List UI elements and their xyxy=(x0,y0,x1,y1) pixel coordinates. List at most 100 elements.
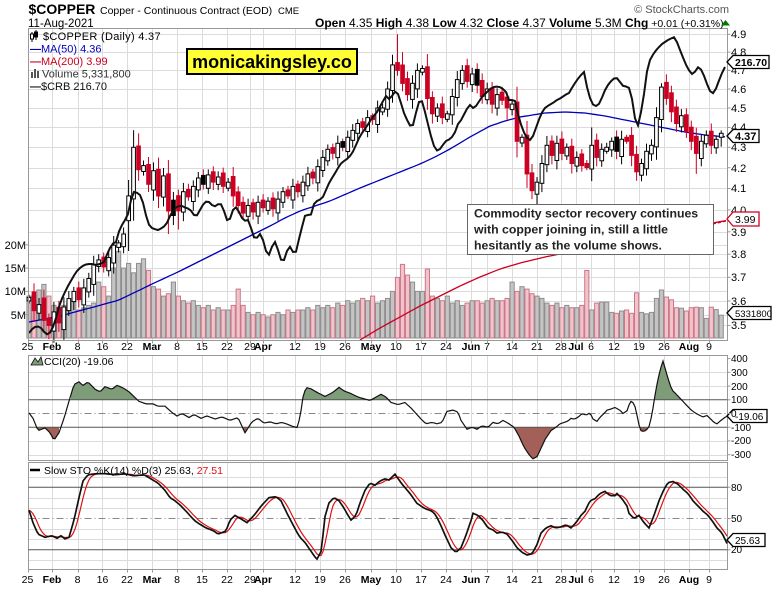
svg-text:25: 25 xyxy=(22,574,34,586)
svg-text:20M: 20M xyxy=(5,240,26,252)
svg-text:22: 22 xyxy=(121,574,133,586)
svg-text:Copper - Continuous Contract (: Copper - Continuous Contract (EOD) xyxy=(100,5,272,17)
svg-text:19: 19 xyxy=(314,341,326,353)
svg-text:29: 29 xyxy=(244,341,256,353)
svg-text:4.37: 4.37 xyxy=(735,131,756,143)
svg-text:15: 15 xyxy=(196,341,208,353)
svg-text:Mar: Mar xyxy=(143,574,162,586)
svg-text:4.1: 4.1 xyxy=(731,183,746,195)
svg-text:12: 12 xyxy=(608,341,620,353)
svg-text:12: 12 xyxy=(608,574,620,586)
svg-text:5331800: 5331800 xyxy=(735,309,772,320)
svg-text:26: 26 xyxy=(658,341,670,353)
svg-text:216.70: 216.70 xyxy=(735,57,767,69)
svg-text:Mar: Mar xyxy=(143,341,162,353)
svg-text:—MA(50) 4.36: —MA(50) 4.36 xyxy=(30,44,102,56)
svg-text:3.5: 3.5 xyxy=(731,320,746,332)
svg-text:12: 12 xyxy=(289,341,301,353)
svg-text:—$CRB 216.70: —$CRB 216.70 xyxy=(30,81,107,93)
svg-text:10: 10 xyxy=(390,574,402,586)
svg-text:26: 26 xyxy=(658,574,670,586)
svg-text:4.5: 4.5 xyxy=(731,103,746,115)
svg-text:Commodity sector recovery cont: Commodity sector recovery continues xyxy=(474,207,698,221)
svg-text:Slow STO %K(14) %D(3) 25.63, 2: Slow STO %K(14) %D(3) 25.63, 27.51 xyxy=(44,465,223,477)
svg-text:-300: -300 xyxy=(731,450,751,461)
svg-text:3.7: 3.7 xyxy=(731,272,746,284)
svg-text:with copper joining in, still: with copper joining in, still a little xyxy=(473,223,668,237)
svg-text:© StockCharts.com: © StockCharts.com xyxy=(634,4,729,16)
svg-text:50: 50 xyxy=(731,514,743,525)
svg-text:Aug: Aug xyxy=(679,341,699,353)
svg-text:22: 22 xyxy=(121,341,133,353)
svg-text:25: 25 xyxy=(22,341,34,353)
svg-text:CCI(20) -19.06: CCI(20) -19.06 xyxy=(44,356,114,368)
svg-text:3.99: 3.99 xyxy=(735,214,756,226)
svg-text:7: 7 xyxy=(484,341,490,353)
svg-text:Jun: Jun xyxy=(462,341,481,353)
svg-text:monicakingsley.co: monicakingsley.co xyxy=(192,52,352,72)
svg-text:8: 8 xyxy=(174,341,180,353)
svg-text:10: 10 xyxy=(390,341,402,353)
svg-text:Aug: Aug xyxy=(679,574,699,586)
svg-text:3.8: 3.8 xyxy=(731,249,746,261)
svg-text:100: 100 xyxy=(731,395,748,406)
svg-text:9: 9 xyxy=(706,341,712,353)
svg-text:8: 8 xyxy=(75,574,81,586)
svg-text:5M: 5M xyxy=(11,310,26,322)
svg-text:14: 14 xyxy=(506,574,518,586)
svg-text:21: 21 xyxy=(531,574,543,586)
svg-text:11-Aug-2021: 11-Aug-2021 xyxy=(28,18,94,30)
svg-text:Feb: Feb xyxy=(43,341,62,353)
svg-text:20: 20 xyxy=(731,545,743,556)
svg-text:10M: 10M xyxy=(5,286,26,298)
svg-text:80: 80 xyxy=(731,483,743,494)
svg-text:Apr: Apr xyxy=(254,341,272,353)
svg-text:—MA(200) 3.99: —MA(200) 3.99 xyxy=(30,56,108,68)
svg-text:-100: -100 xyxy=(731,423,751,434)
svg-text:25.63: 25.63 xyxy=(735,536,760,547)
svg-text:4.3: 4.3 xyxy=(731,142,746,154)
svg-text:$COPPER: $COPPER xyxy=(29,1,96,17)
svg-text:Feb: Feb xyxy=(43,574,62,586)
svg-text:3.9: 3.9 xyxy=(731,227,746,239)
svg-text:26: 26 xyxy=(339,574,351,586)
svg-text:-200: -200 xyxy=(731,436,751,447)
svg-text:Apr: Apr xyxy=(254,574,272,586)
svg-text:Jun: Jun xyxy=(462,574,481,586)
svg-text:4.6: 4.6 xyxy=(731,84,746,96)
svg-text:19: 19 xyxy=(633,574,645,586)
svg-text:$COPPER (Daily) 4.37: $COPPER (Daily) 4.37 xyxy=(43,31,161,43)
svg-text:CME: CME xyxy=(278,6,299,17)
svg-text:9: 9 xyxy=(706,574,712,586)
svg-text:15M: 15M xyxy=(5,263,26,275)
svg-text:24: 24 xyxy=(440,341,452,353)
svg-text:Open 4.35 High 4.38 Low 4.32 C: Open 4.35 High 4.38 Low 4.32 Close 4.37 … xyxy=(315,16,724,30)
svg-text:Jul: Jul xyxy=(568,574,583,586)
svg-text:24: 24 xyxy=(440,574,452,586)
svg-text:hesitantly as the volume shows: hesitantly as the volume shows. xyxy=(474,239,662,253)
svg-text:17: 17 xyxy=(415,341,427,353)
svg-text:16: 16 xyxy=(97,574,109,586)
svg-text:0: 0 xyxy=(731,409,737,420)
svg-text:7: 7 xyxy=(484,574,490,586)
svg-text:4.9: 4.9 xyxy=(731,29,746,41)
svg-text:28: 28 xyxy=(555,574,567,586)
svg-text:21: 21 xyxy=(531,341,543,353)
svg-text:28: 28 xyxy=(555,341,567,353)
svg-text:3.6: 3.6 xyxy=(731,296,746,308)
svg-text:22: 22 xyxy=(221,341,233,353)
svg-text:200: 200 xyxy=(731,382,748,393)
svg-text:14: 14 xyxy=(506,341,518,353)
svg-text:Volume 5,331,800: Volume 5,331,800 xyxy=(42,69,131,81)
svg-text:8: 8 xyxy=(174,574,180,586)
svg-text:300: 300 xyxy=(731,368,748,379)
svg-text:May: May xyxy=(361,574,382,586)
svg-text:May: May xyxy=(361,341,382,353)
svg-text:26: 26 xyxy=(339,341,351,353)
svg-text:17: 17 xyxy=(415,574,427,586)
svg-text:-19.06: -19.06 xyxy=(735,412,764,423)
svg-text:16: 16 xyxy=(97,341,109,353)
svg-text:Jul: Jul xyxy=(568,341,583,353)
svg-text:4.2: 4.2 xyxy=(731,163,746,175)
svg-text:22: 22 xyxy=(221,574,233,586)
